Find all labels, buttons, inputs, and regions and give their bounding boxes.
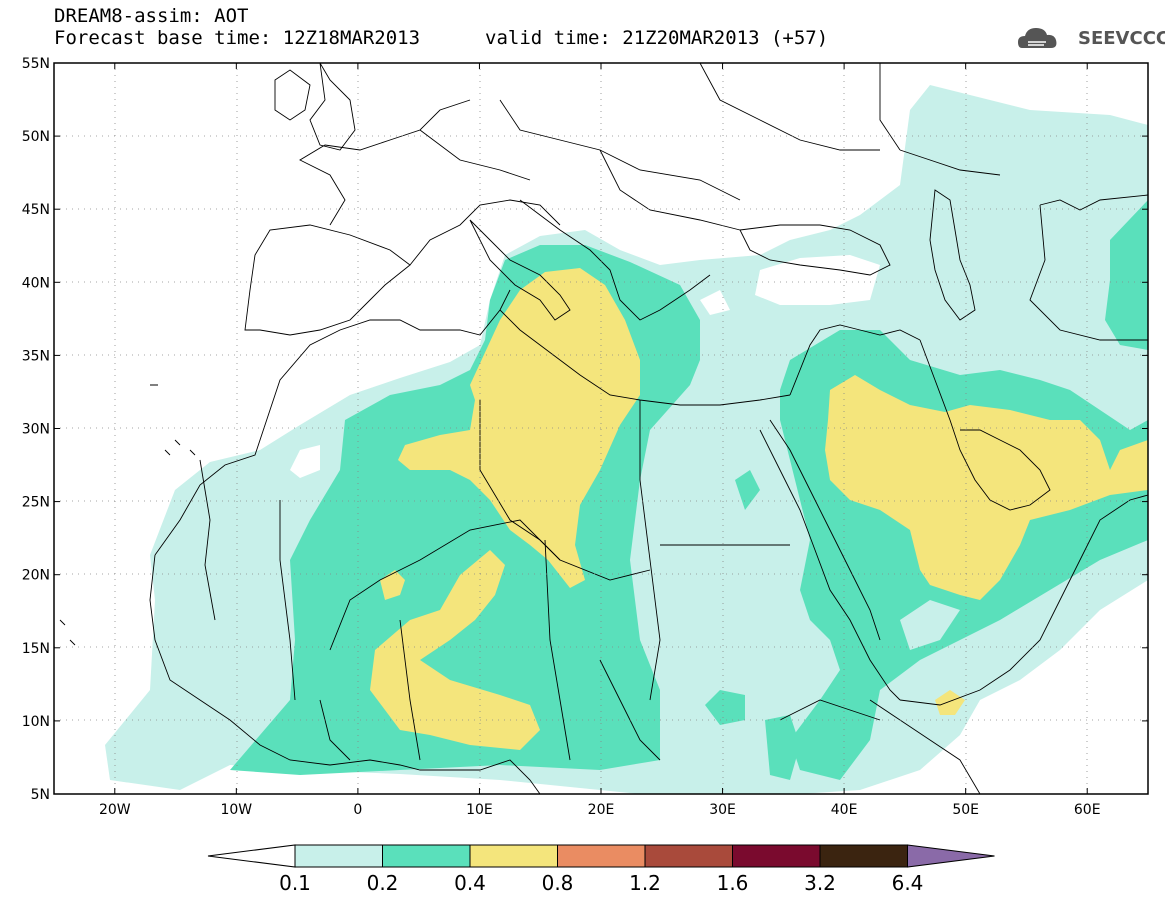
map-grid (54, 63, 1148, 794)
lon-tick-label: 20E (588, 802, 615, 818)
lat-tick-label: 5N (31, 787, 50, 803)
aot-contours (105, 85, 1148, 794)
lat-tick-label: 10N (22, 714, 50, 730)
colorbar-level-label: 3.2 (804, 871, 836, 895)
colorbar-box (819, 844, 908, 868)
colorbar: 0.1 0.2 0.4 0.8 1.2 1.6 3.2 6.4 (207, 844, 995, 895)
colorbar-box (382, 844, 471, 868)
map-title: DREAM8-assim: AOT (54, 5, 249, 27)
lat-tick-label: 25N (22, 495, 50, 511)
colorbar-box (644, 844, 733, 868)
lon-tick-label: 20W (99, 802, 131, 818)
colorbar-box (557, 844, 646, 868)
lat-tick-label: 30N (22, 422, 50, 438)
lon-tick-label: 10W (220, 802, 252, 818)
coastlines (59, 63, 1148, 794)
colorbar-level-label: 6.4 (892, 871, 924, 895)
lat-tick-label: 50N (22, 129, 50, 145)
lat-tick-label: 35N (22, 348, 50, 364)
valid-time: valid time: 21Z20MAR2013 (+57) (485, 27, 829, 49)
lat-tick-label: 55N (22, 56, 50, 72)
colorbar-over-triangle (907, 844, 995, 868)
lon-tick-label: 60E (1074, 802, 1101, 818)
lat-tick-label: 20N (22, 568, 50, 584)
colorbar-level-label: 0.1 (279, 871, 311, 895)
latitude-axis: 55N 50N 45N 40N 35N 30N 25N 20N 15N 10N 5N (22, 56, 1148, 803)
aot-level-0.4 (398, 268, 640, 588)
lon-tick-label: 30E (709, 802, 736, 818)
lon-tick-label: 10E (466, 802, 493, 818)
lat-tick-label: 40N (22, 275, 50, 291)
lon-tick-label: 50E (952, 802, 979, 818)
lon-tick-label: 0 (353, 802, 362, 818)
colorbar-box (469, 844, 558, 868)
colorbar-level-label: 0.4 (454, 871, 486, 895)
colorbar-under-triangle (207, 844, 296, 868)
colorbar-level-label: 1.6 (717, 871, 749, 895)
colorbar-level-label: 0.8 (542, 871, 574, 895)
lat-tick-label: 15N (22, 641, 50, 657)
colorbar-level-label: 0.2 (367, 871, 399, 895)
cloud-logo-icon (1018, 28, 1057, 48)
longitude-axis: 20W 10W 0 10E 20E 30E 40E 50E 60E (99, 63, 1101, 818)
colorbar-level-label: 1.2 (629, 871, 661, 895)
colorbar-box (732, 844, 821, 868)
lon-tick-label: 40E (831, 802, 858, 818)
logo-text: SEEVCCC (1078, 28, 1165, 49)
lat-tick-label: 45N (22, 202, 50, 218)
forecast-base-time: Forecast base time: 12Z18MAR2013 (54, 27, 421, 49)
colorbar-box (294, 844, 383, 868)
